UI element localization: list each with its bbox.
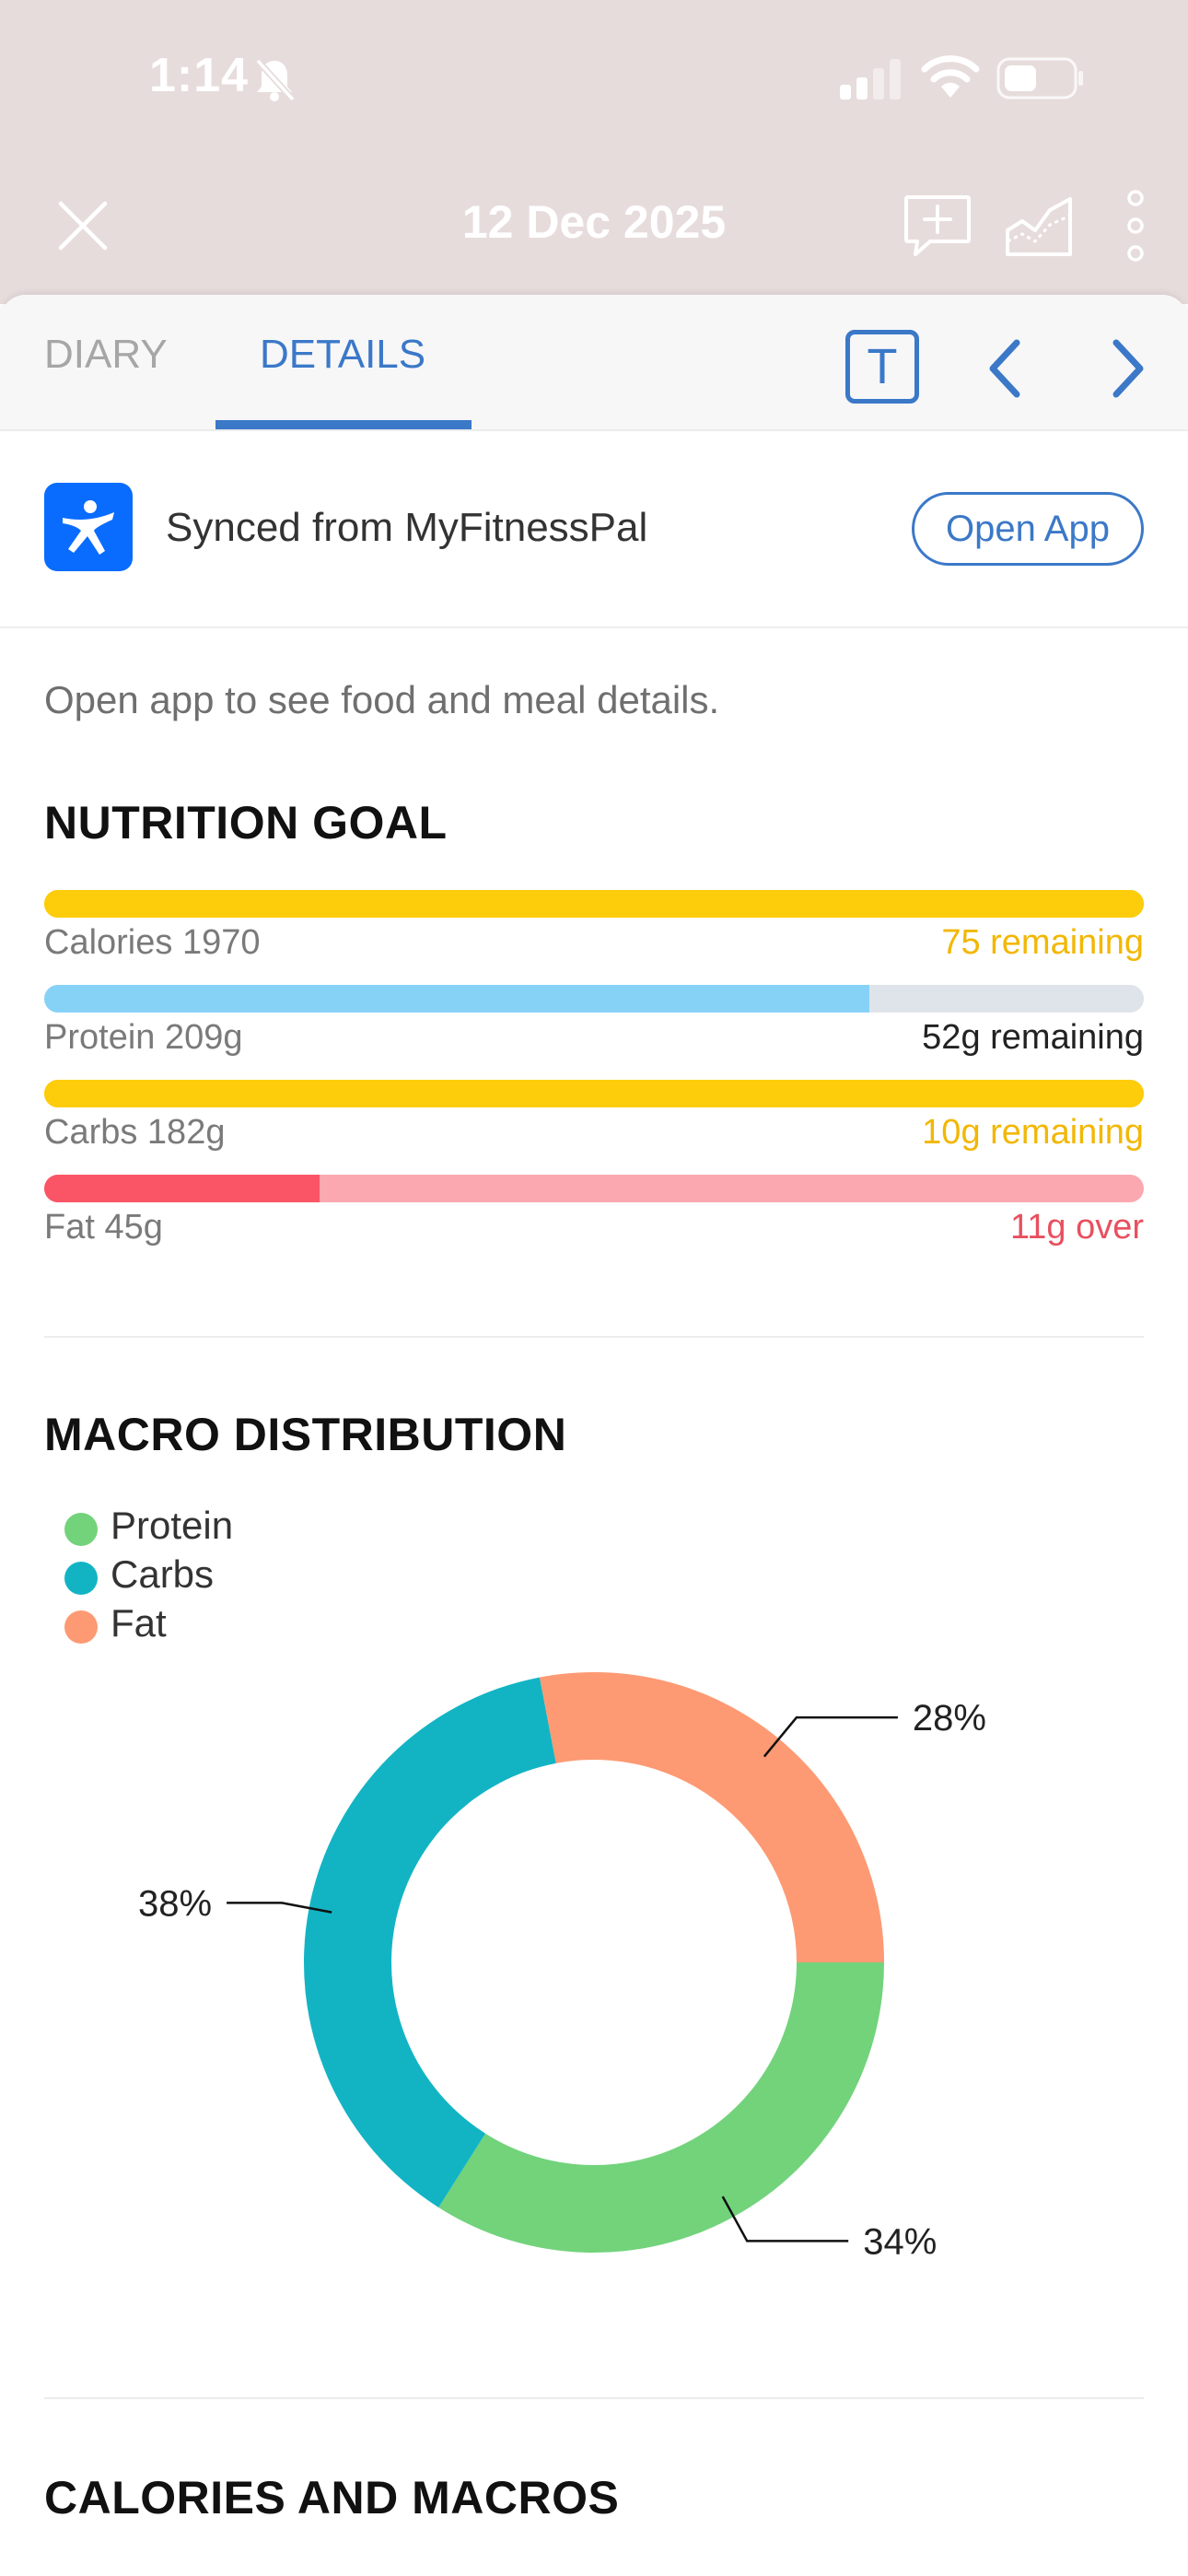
nutrient-status: 11g over [1009, 1208, 1144, 1247]
tab-active-indicator [215, 420, 472, 429]
donut-percent-label: 28% [913, 1698, 986, 1739]
nutrient-label: Fat 45g [44, 1208, 163, 1247]
donut-slice-carbs [304, 1677, 556, 2207]
calories-and-macros-title: CALORIES AND MACROS [44, 2472, 620, 2523]
donut-leader-line [763, 1715, 898, 1758]
legend-dot [64, 1562, 98, 1595]
status-bar: 1:14 [0, 0, 1188, 157]
donut-slice-fat [539, 1672, 884, 1962]
macro-distribution-title: MACRO DISTRIBUTION [44, 1409, 567, 1460]
navigation-bar [0, 157, 1188, 304]
nutrition-goal-title: NUTRITION GOAL [44, 797, 448, 849]
details-hint: Open app to see food and meal details. [44, 678, 720, 721]
progress-bar [44, 890, 1144, 918]
nutrient-status: 10g remaining [922, 1113, 1144, 1152]
nutrient-label: Carbs 182g [44, 1113, 226, 1152]
tab-diary[interactable]: DIARY [44, 332, 168, 377]
text-toggle-button[interactable]: T [845, 330, 919, 404]
donut-leader-line [721, 2195, 849, 2242]
donut-percent-label: 38% [138, 1883, 212, 1924]
legend-label: Carbs [111, 1552, 215, 1596]
legend-dot [64, 1513, 98, 1546]
wifi-icon [921, 55, 980, 98]
battery-icon [996, 57, 1083, 100]
page-title: 12 Dec 2025 [461, 196, 727, 248]
chart-icon[interactable] [1004, 193, 1074, 258]
tab-bar [0, 295, 1188, 431]
chevron-left-icon[interactable] [985, 337, 1026, 400]
legend-label: Protein [111, 1504, 234, 1547]
donut-slice-protein [438, 1962, 884, 2253]
myfitnesspal-logo-icon [44, 483, 133, 571]
progress-bar-fill [44, 1080, 1144, 1107]
chevron-right-icon[interactable] [1107, 337, 1147, 400]
progress-bar-fill [44, 985, 869, 1013]
add-comment-icon[interactable] [903, 193, 973, 260]
progress-bar-fill [44, 890, 1144, 918]
cellular-signal-icon [840, 59, 901, 100]
legend-dot [64, 1610, 98, 1644]
more-vertical-icon[interactable] [1122, 189, 1149, 263]
nutrient-label: Protein 209g [44, 1018, 243, 1057]
donut-percent-label: 34% [863, 2221, 937, 2262]
section-divider [44, 2397, 1144, 2399]
section-divider [44, 1336, 1144, 1338]
sync-row [0, 429, 1188, 628]
status-time: 1:14 [149, 49, 250, 102]
open-app-button[interactable]: Open App [912, 492, 1144, 566]
nutrient-status: 52g remaining [922, 1018, 1144, 1057]
progress-bar-fill [44, 1175, 320, 1202]
sync-source-text: Synced from MyFitnessPal [166, 505, 648, 550]
macro-donut-chart: 34% 38% 28% [138, 1672, 986, 2262]
tab-details[interactable]: DETAILS [260, 332, 426, 377]
legend-label: Fat [111, 1601, 167, 1645]
nutrient-status: 75 remaining [941, 923, 1144, 962]
progress-bar [44, 985, 1144, 1013]
bell-slash-icon [255, 58, 296, 102]
donut-leader-line [227, 1902, 332, 1914]
close-icon[interactable] [55, 198, 111, 253]
progress-bar [44, 1175, 1144, 1202]
progress-bar [44, 1080, 1144, 1107]
nutrient-label: Calories 1970 [44, 923, 261, 962]
